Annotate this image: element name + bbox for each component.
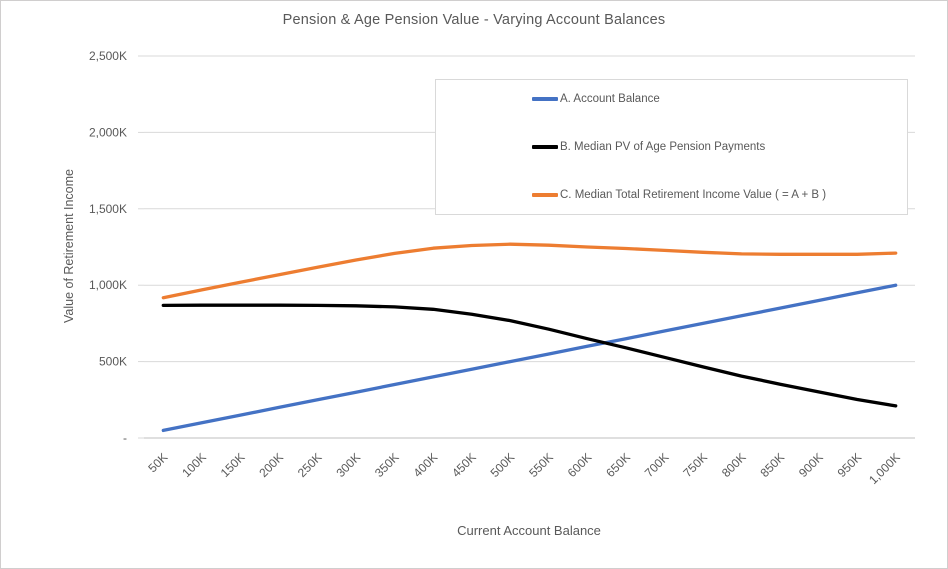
- x-tick-label: 300K: [333, 450, 363, 480]
- y-tick-label: 1,500K: [89, 202, 127, 216]
- y-tick-label: 1,000K: [89, 278, 127, 292]
- x-tick-label: 500K: [488, 450, 518, 480]
- series-line-age-pension-pv: [161, 303, 898, 408]
- x-tick-label: 950K: [835, 450, 865, 480]
- x-tick-label: 450K: [449, 450, 479, 480]
- x-tick-label: 100K: [179, 450, 209, 480]
- legend-line-swatch-orange: [532, 193, 558, 197]
- series-line-total-income: [161, 242, 898, 300]
- legend-line-swatch-blue: [532, 97, 558, 101]
- x-tick-label: 50K: [145, 450, 170, 475]
- legend-item-age-pension-pv: B. Median PV of Age Pension Payments: [532, 140, 899, 154]
- x-tick-label: 750K: [680, 450, 710, 480]
- legend-label-account-balance: A. Account Balance: [560, 93, 660, 105]
- x-tick-label: 700K: [642, 450, 672, 480]
- legend: A. Account Balance B. Median PV of Age P…: [435, 79, 908, 215]
- x-tick-label: 1,000K: [866, 450, 903, 487]
- legend-label-age-pension-pv: B. Median PV of Age Pension Payments: [560, 141, 766, 153]
- legend-label-total-retirement-income: C. Median Total Retirement Income Value …: [560, 189, 827, 201]
- y-tick-label: 500K: [99, 355, 127, 369]
- x-tick-label: 200K: [256, 450, 286, 480]
- x-tick-label: 150K: [218, 450, 248, 480]
- x-axis-title: Current Account Balance: [457, 523, 601, 538]
- x-tick-label: 550K: [526, 450, 556, 480]
- x-tick-label: 900K: [796, 450, 826, 480]
- chart-title: Pension & Age Pension Value - Varying Ac…: [282, 12, 666, 28]
- y-axis-title: Value of Retirement Income: [62, 168, 76, 324]
- y-tick-label: 2,000K: [89, 125, 127, 139]
- y-tick-label: 2,500K: [89, 49, 127, 63]
- x-tick-label: 850K: [757, 450, 787, 480]
- legend-item-total-retirement-income: C. Median Total Retirement Income Value …: [532, 188, 899, 202]
- y-tick-label: -: [123, 431, 127, 445]
- x-tick-label: 350K: [372, 450, 402, 480]
- x-tick-label: 400K: [411, 450, 441, 480]
- x-tick-label: 650K: [603, 450, 633, 480]
- x-tick-label: 800K: [719, 450, 749, 480]
- x-tick-label: 250K: [295, 450, 325, 480]
- legend-line-swatch-black: [532, 145, 558, 149]
- x-tick-label: 600K: [565, 450, 595, 480]
- legend-item-account-balance: A. Account Balance: [532, 92, 899, 106]
- series-line-account-balance: [161, 283, 898, 433]
